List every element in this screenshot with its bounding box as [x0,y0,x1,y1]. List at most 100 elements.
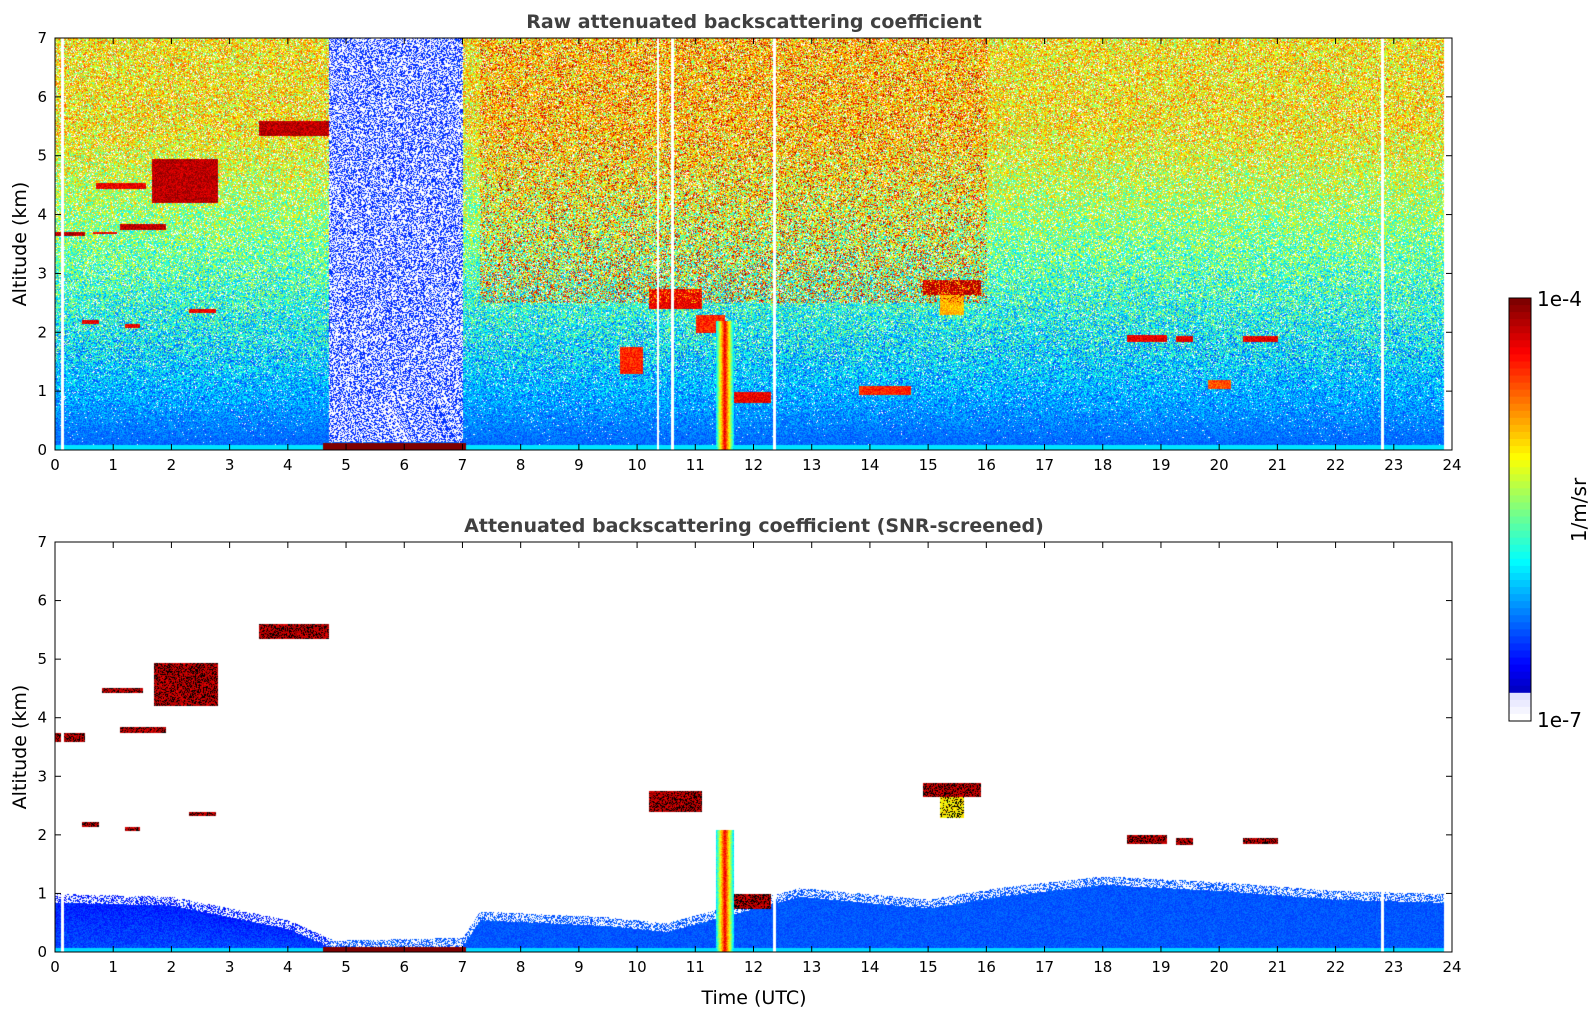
screened-x-ticks: 0 1 2 3 4 5 6 7 8 9 10 11 12 13 14 15 16 17 18 19 20 21 22 23 24 [50,542,1462,976]
colorbar-swatch [1509,636,1531,645]
colorbar-swatch [1509,650,1531,659]
colorbar-swatch [1509,495,1531,504]
x-tick-label: 5 [341,958,351,976]
colorbar-swatch [1509,551,1531,560]
screened-backscatter-panel: Attenuated backscattering coefficient (S… [9,515,1462,1009]
x-tick-label: 1 [108,958,118,976]
colorbar-swatch [1509,319,1531,327]
x-tick-label: 21 [1268,456,1287,474]
x-tick-label: 18 [1093,456,1112,474]
colorbar-swatch [1509,396,1531,405]
x-tick-label: 11 [686,958,705,976]
x-tick-label: 10 [628,456,647,474]
x-tick-label: 20 [1210,456,1229,474]
colorbar-frame [1508,297,1532,722]
x-tick-label: 15 [919,958,938,976]
colorbar-swatch [1509,460,1531,468]
x-tick-label: 2 [167,958,177,976]
x-tick-label: 14 [860,456,879,474]
x-tick-label: 5 [341,456,351,474]
colorbar-swatch [1509,453,1531,461]
y-tick-label: 2 [37,323,47,341]
colorbar-swatch [1509,594,1531,602]
x-tick-label: 3 [225,456,235,474]
x-tick-label: 0 [50,456,60,474]
colorbar-swatch [1509,354,1531,363]
colorbar-swatch [1509,403,1531,412]
x-tick-label: 12 [744,456,763,474]
x-tick-label: 15 [919,456,938,474]
x-tick-label: 17 [1035,958,1054,976]
colorbar-unit-label: 1/m/sr [1567,477,1591,542]
x-tick-label: 22 [1326,456,1345,474]
colorbar-swatch [1509,305,1531,313]
colorbar-swatch [1509,657,1531,666]
colorbar-swatch [1509,326,1531,334]
x-tick-label: 9 [574,456,584,474]
raw-x-ticks: 0 1 2 3 4 5 6 7 8 9 10 11 12 13 14 15 16 17 18 19 20 21 22 23 24 [50,38,1462,474]
colorbar-swatch [1509,424,1531,433]
colorbar-swatch [1509,572,1531,581]
x-tick-label: 12 [744,958,763,976]
colorbar-swatch [1509,431,1531,440]
colorbar-swatch [1509,439,1531,447]
x-tick-label: 8 [516,958,526,976]
raw-y-axis-label: Altitude (km) [9,182,31,307]
colorbar-swatch [1509,340,1531,348]
y-tick-label: 2 [37,826,47,844]
colorbar-swatch [1509,516,1531,525]
screened-heatmap-image [55,542,1452,952]
x-tick-label: 2 [167,456,177,474]
y-tick-label: 7 [37,533,47,551]
colorbar-swatch [1509,312,1531,320]
x-tick-label: 18 [1093,958,1112,976]
x-tick-label: 6 [399,456,409,474]
colorbar-swatch [1509,544,1531,553]
colorbar-swatch [1509,467,1531,475]
x-tick-label: 16 [977,958,996,976]
screened-panel-title: Attenuated backscattering coefficient (S… [464,515,1044,537]
x-tick-label: 19 [1151,456,1170,474]
x-tick-label: 6 [399,958,409,976]
x-tick-label: 24 [1442,456,1461,474]
colorbar-swatch [1509,333,1531,341]
y-tick-label: 3 [37,264,47,282]
x-tick-label: 3 [225,958,235,976]
raw-panel-title: Raw attenuated backscattering coefficien… [526,11,982,33]
colorbar-swatch [1509,615,1531,623]
screened-y-axis-label: Altitude (km) [9,685,31,810]
colorbar-swatch [1509,580,1531,588]
raw-backscatter-panel: Raw attenuated backscattering coefficien… [9,11,1462,474]
x-tick-label: 7 [458,958,468,976]
colorbar-swatch [1509,298,1531,306]
colorbar-swatch [1509,382,1531,391]
y-tick-label: 6 [37,592,47,610]
colorbar-swatch [1509,347,1531,355]
x-tick-label: 19 [1151,958,1170,976]
colorbar-min-label: 1e-7 [1537,708,1582,732]
x-tick-label: 11 [686,456,705,474]
colorbar-swatch [1509,523,1531,532]
x-tick-label: 14 [860,958,879,976]
x-tick-label: 23 [1384,958,1403,976]
raw-heatmap-image [55,38,1452,450]
x-tick-label: 13 [802,958,821,976]
colorbar-swatch [1509,622,1531,630]
colorbar-swatch [1509,629,1531,637]
x-tick-label: 8 [516,456,526,474]
x-tick-label: 21 [1268,958,1287,976]
colorbar-swatch [1509,685,1531,694]
x-tick-label: 0 [50,958,60,976]
colorbar-max-label: 1e-4 [1537,287,1582,311]
colorbar-swatch [1509,664,1531,673]
colorbar-swatch [1509,601,1531,609]
colorbar-swatch [1509,368,1531,377]
colorbar-swatch [1509,565,1531,574]
y-tick-label: 5 [37,147,47,165]
colorbar-swatch [1509,361,1531,370]
x-tick-label: 7 [458,456,468,474]
x-tick-label: 4 [283,456,293,474]
colorbar-swatch [1509,713,1531,722]
colorbar-swatch [1509,537,1531,546]
